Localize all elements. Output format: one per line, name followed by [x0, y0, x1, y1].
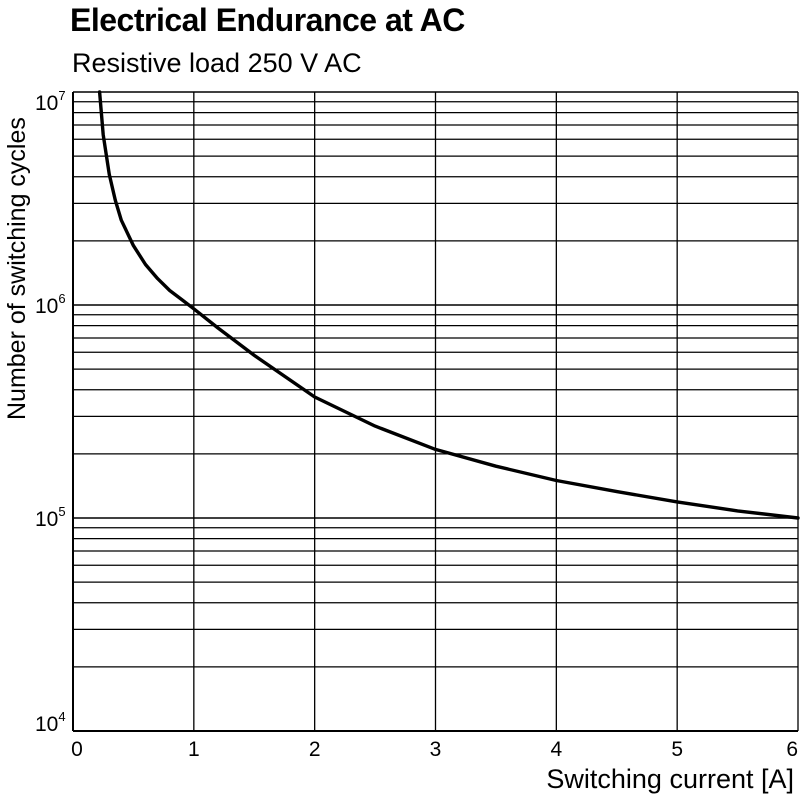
y-tick-label: 104	[35, 709, 66, 736]
chart-title: Electrical Endurance at AC	[70, 2, 465, 38]
x-tick-label: 1	[188, 738, 200, 761]
x-tick-label: 3	[430, 738, 442, 761]
x-tick-label: 2	[309, 738, 321, 761]
x-tick-label: 6	[786, 738, 798, 761]
series-line-0	[97, 90, 800, 520]
y-tick-label: 106	[35, 291, 66, 318]
y-tick-label: 107	[35, 88, 66, 115]
grid-lines	[73, 91, 799, 731]
x-tick-labels: 0 1 2 3 4 5 6	[71, 738, 798, 761]
chart-subtitle: Resistive load 250 V AC	[72, 48, 362, 78]
x-tick-label: 4	[550, 738, 562, 761]
axes	[72, 92, 798, 732]
y-tick-labels: 104 105 106 107	[35, 88, 66, 736]
x-axis-label: Switching current [A]	[546, 764, 794, 794]
y-tick-label: 105	[35, 504, 66, 531]
series-group	[97, 90, 800, 520]
x-tick-label: 5	[671, 738, 683, 761]
x-tick-label: 0	[71, 738, 83, 761]
